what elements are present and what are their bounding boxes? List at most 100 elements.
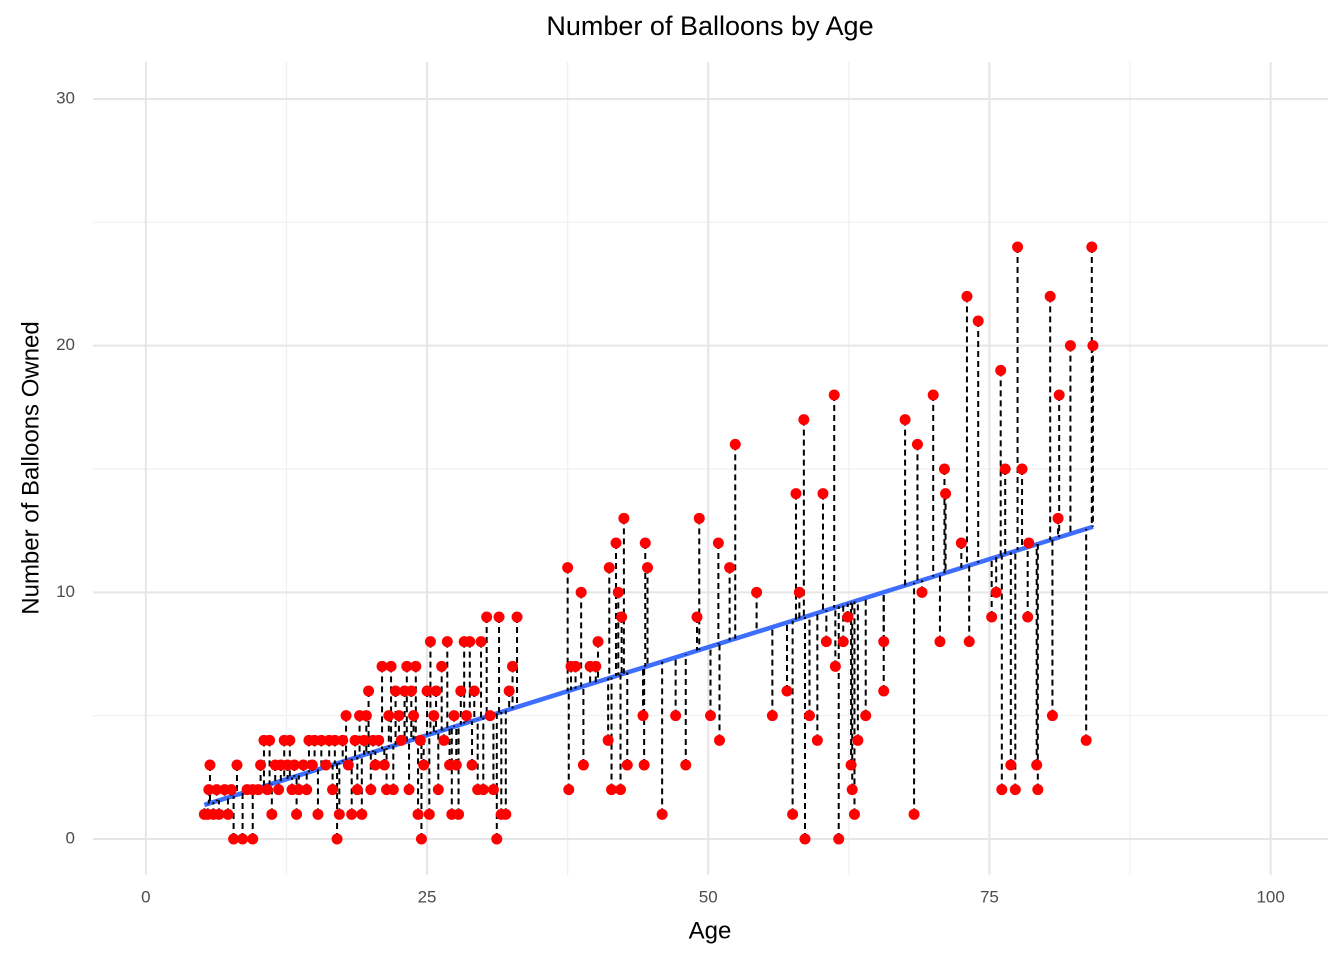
point <box>365 784 377 796</box>
point <box>803 710 815 722</box>
point <box>612 586 624 598</box>
point <box>475 636 487 648</box>
point <box>562 562 574 574</box>
x-tick-label: 50 <box>699 887 718 906</box>
point <box>1032 784 1044 796</box>
point <box>390 685 402 697</box>
point <box>642 562 654 574</box>
point <box>430 685 442 697</box>
point <box>211 784 223 796</box>
point <box>405 685 417 697</box>
point <box>261 784 273 796</box>
point <box>203 784 215 796</box>
point <box>1023 537 1035 549</box>
point <box>301 784 313 796</box>
point <box>724 562 736 574</box>
point <box>1012 241 1024 253</box>
point <box>273 784 285 796</box>
point <box>986 611 998 623</box>
point <box>415 833 427 845</box>
point <box>793 586 805 598</box>
point <box>441 636 453 648</box>
point <box>837 636 849 648</box>
point <box>231 759 243 771</box>
point <box>713 734 725 746</box>
y-tick-label: 0 <box>66 828 75 847</box>
x-axis-label: Age <box>689 917 732 944</box>
point <box>996 784 1008 796</box>
point <box>961 290 973 302</box>
point <box>1080 734 1092 746</box>
point <box>306 759 318 771</box>
point <box>327 784 339 796</box>
point <box>468 685 480 697</box>
point <box>297 759 309 771</box>
point <box>358 734 370 746</box>
point <box>610 537 622 549</box>
x-tick-label: 75 <box>980 887 999 906</box>
point <box>817 488 829 500</box>
point <box>503 685 515 697</box>
point <box>288 759 300 771</box>
point <box>1052 512 1064 524</box>
point <box>751 586 763 598</box>
point <box>955 537 967 549</box>
point <box>852 734 864 746</box>
point <box>291 808 303 820</box>
point <box>378 759 390 771</box>
point <box>833 833 845 845</box>
point <box>369 759 381 771</box>
point <box>477 784 489 796</box>
point <box>373 734 385 746</box>
point <box>421 685 433 697</box>
point <box>507 660 519 672</box>
point <box>491 833 503 845</box>
point <box>616 611 628 623</box>
point <box>911 438 923 450</box>
point <box>204 759 216 771</box>
point <box>938 463 950 475</box>
point <box>401 660 413 672</box>
point <box>1031 759 1043 771</box>
point <box>1087 340 1099 352</box>
point <box>1053 389 1065 401</box>
point <box>460 710 472 722</box>
point <box>908 808 920 820</box>
point <box>575 586 587 598</box>
point <box>603 562 615 574</box>
point <box>848 808 860 820</box>
point <box>845 759 857 771</box>
point <box>247 833 259 845</box>
point <box>487 784 499 796</box>
point <box>428 710 440 722</box>
point <box>293 784 305 796</box>
point <box>395 734 407 746</box>
point <box>712 537 724 549</box>
point <box>878 685 890 697</box>
point <box>387 784 399 796</box>
point <box>453 808 465 820</box>
point <box>333 808 345 820</box>
point <box>577 759 589 771</box>
point <box>464 636 476 648</box>
point <box>284 734 296 746</box>
point <box>500 808 512 820</box>
point <box>963 636 975 648</box>
point <box>820 636 832 648</box>
point <box>592 636 604 648</box>
point <box>829 660 841 672</box>
point <box>638 759 650 771</box>
point <box>618 512 630 524</box>
point <box>798 414 810 426</box>
point <box>705 710 716 722</box>
point <box>563 784 575 796</box>
point <box>320 759 332 771</box>
point <box>927 389 939 401</box>
point <box>790 488 802 500</box>
point <box>916 586 928 598</box>
point <box>213 808 225 820</box>
point <box>252 784 264 796</box>
point <box>670 710 682 722</box>
point <box>337 734 349 746</box>
y-axis-label: Number of Balloons Owned <box>17 321 44 614</box>
